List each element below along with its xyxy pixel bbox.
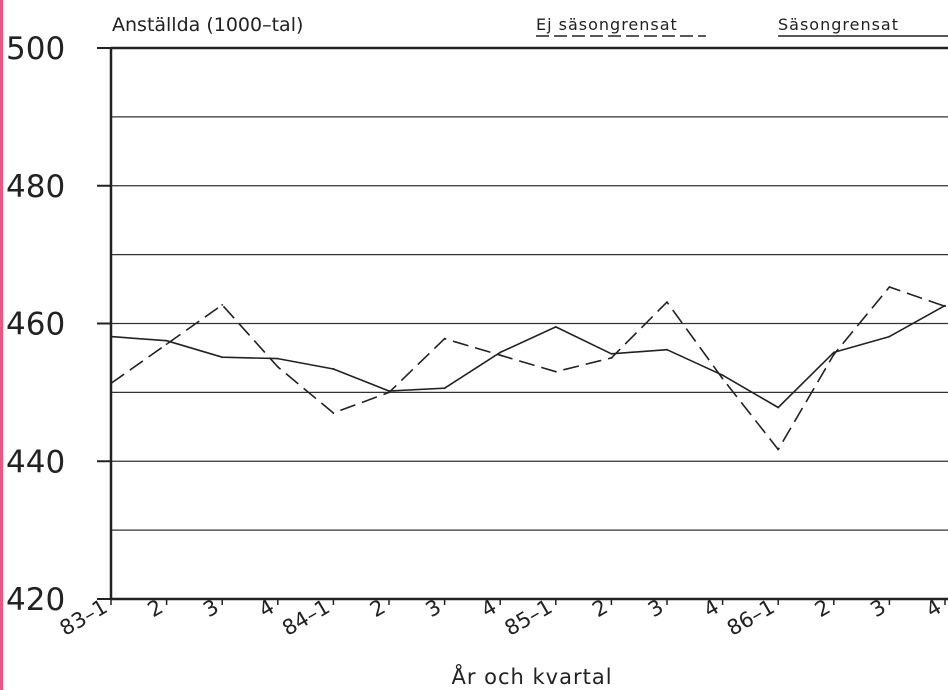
data-point — [221, 356, 224, 359]
data-point — [888, 286, 891, 288]
x-tick-label: 84–1 — [278, 595, 334, 641]
chart-text: Anställda (1000–tal) År och kvartal 420 4… — [6, 14, 946, 689]
data-point — [221, 304, 224, 306]
data-point — [276, 357, 279, 360]
series-line-ej-sasongrensat — [110, 286, 946, 451]
data-point — [666, 301, 668, 304]
x-tick-label: 86–1 — [723, 595, 779, 641]
left-page-edge — [0, 0, 3, 690]
data-point — [832, 353, 835, 356]
data-point — [777, 448, 780, 451]
y-tick-label: 420 — [6, 582, 65, 618]
data-point — [165, 343, 168, 346]
data-point — [721, 374, 724, 377]
data-point — [888, 335, 891, 338]
data-point — [443, 387, 446, 390]
data-point — [499, 354, 502, 357]
data-point — [332, 368, 335, 370]
chart-title: Anställda (1000–tal) — [112, 14, 303, 36]
data-point — [110, 335, 112, 338]
data-point — [610, 352, 613, 355]
data-point — [944, 304, 946, 307]
data-point — [165, 339, 168, 342]
axes — [97, 46, 948, 605]
data-point — [443, 337, 446, 340]
data-point — [721, 377, 724, 380]
x-tick-label: 85–1 — [500, 595, 556, 641]
data-point — [110, 382, 112, 385]
legend-label-sasongrensat: Säsongrensat — [778, 15, 899, 34]
data-point — [777, 406, 780, 409]
data-point — [276, 365, 279, 368]
y-tick-label: 440 — [6, 444, 65, 480]
legend: Ej säsongrensat Säsongrensat — [536, 15, 948, 37]
series-lines — [110, 286, 946, 451]
data-point — [832, 351, 835, 354]
data-point — [499, 351, 502, 354]
y-tick-label: 500 — [6, 31, 65, 67]
data-point — [610, 357, 613, 359]
data-point — [554, 370, 557, 373]
data-point — [554, 326, 557, 328]
y-tick-label: 480 — [6, 169, 65, 205]
series-line-sasongrensat — [110, 304, 946, 409]
x-axis-label: År och kvartal — [451, 663, 612, 689]
gridlines — [111, 116, 948, 531]
data-point — [666, 348, 668, 351]
data-point — [388, 391, 390, 394]
legend-label-ej-sasongrensat: Ej säsongrensat — [536, 15, 678, 34]
data-point — [332, 412, 335, 414]
y-tick-label: 460 — [6, 307, 65, 343]
data-point — [388, 390, 390, 392]
